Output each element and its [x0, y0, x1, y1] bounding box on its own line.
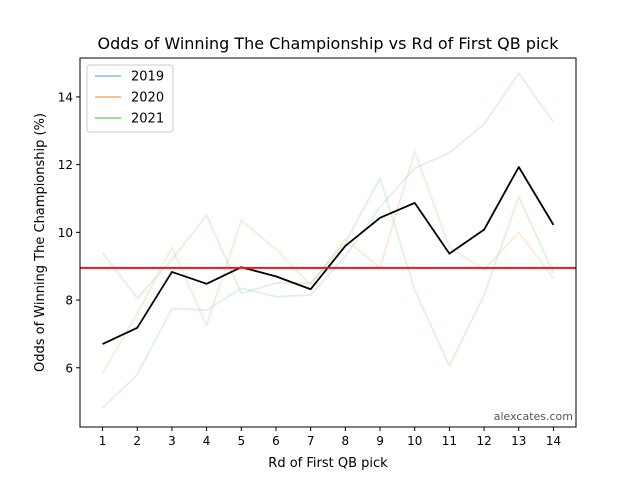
y-tick-label: 8 — [65, 294, 73, 308]
x-tick-label: 6 — [272, 434, 280, 448]
legend-label-2021: 2021 — [131, 112, 164, 127]
x-tick-label: 14 — [546, 434, 561, 448]
y-tick-label: 12 — [58, 158, 73, 172]
x-tick-label: 2 — [133, 434, 141, 448]
y-axis-label: Odds of Winning The Championship (%) — [33, 113, 48, 372]
y-axis: 6 8 10 12 14 — [58, 90, 80, 375]
x-tick-label: 4 — [203, 434, 211, 448]
legend-box — [86, 64, 174, 133]
x-tick-label: 11 — [442, 434, 457, 448]
x-axis: 1 2 3 4 5 6 7 8 9 10 11 12 13 14 — [99, 427, 561, 448]
x-tick-label: 1 — [99, 434, 107, 448]
x-tick-label: 9 — [376, 434, 384, 448]
x-tick-label: 13 — [511, 434, 526, 448]
x-tick-label: 3 — [168, 434, 176, 448]
plot-frame — [79, 57, 577, 428]
x-tick-label: 10 — [407, 434, 422, 448]
chart-title: Odds of Winning The Championship vs Rd o… — [98, 34, 560, 53]
x-axis-label: Rd of First QB pick — [268, 456, 388, 471]
series-line-2019 — [101, 72, 555, 410]
y-tick-label: 10 — [58, 226, 73, 240]
y-tick-label: 6 — [65, 361, 73, 375]
legend-label-2019: 2019 — [131, 70, 164, 85]
series-line-2020 — [101, 150, 555, 374]
series-layer — [101, 72, 555, 410]
legend-label-2020: 2020 — [131, 91, 164, 106]
series-line-2021 — [101, 177, 555, 367]
legend: 2019 2020 2021 — [86, 64, 174, 133]
watermark: alexcates.com — [494, 410, 573, 423]
x-tick-label: 8 — [342, 434, 350, 448]
x-tick-label: 5 — [237, 434, 245, 448]
x-tick-label: 7 — [307, 434, 315, 448]
y-tick-label: 14 — [58, 90, 73, 104]
x-tick-label: 12 — [476, 434, 491, 448]
